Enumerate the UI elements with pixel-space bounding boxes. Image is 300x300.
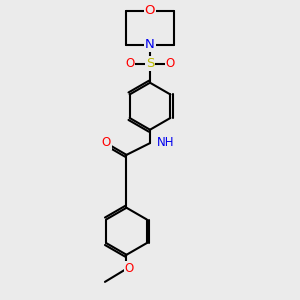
Text: O: O xyxy=(125,57,134,70)
Text: S: S xyxy=(146,57,154,70)
Text: N: N xyxy=(145,38,155,51)
Text: NH: NH xyxy=(157,136,175,148)
Text: O: O xyxy=(124,262,134,275)
Text: O: O xyxy=(166,57,175,70)
Text: O: O xyxy=(145,4,155,17)
Text: O: O xyxy=(102,136,111,149)
